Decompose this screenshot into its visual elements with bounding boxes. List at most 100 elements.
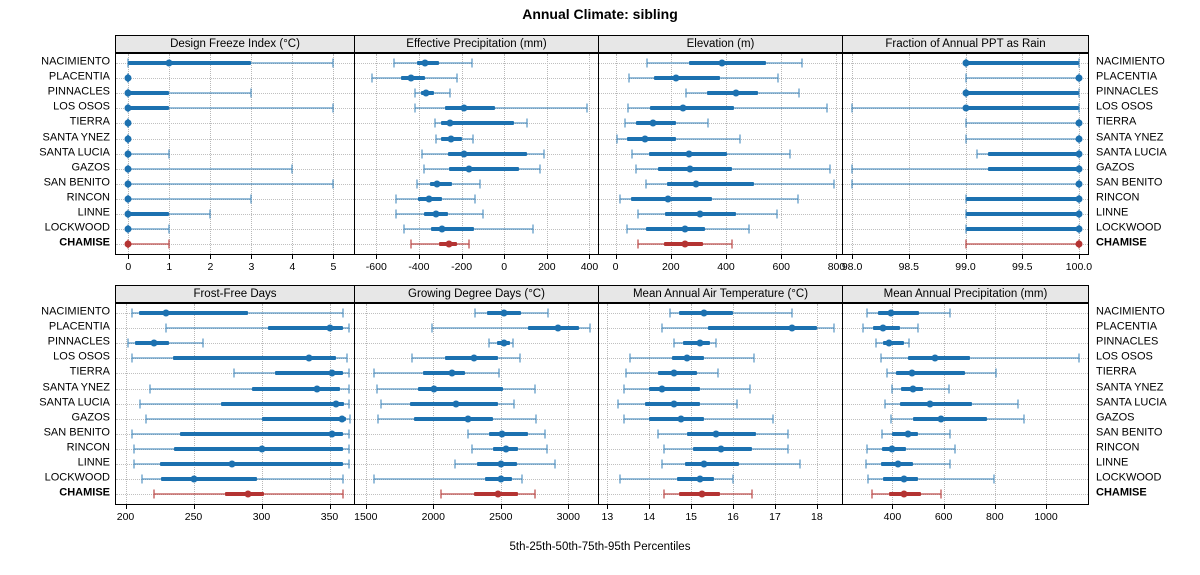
median-dot [244,490,252,498]
whisker-cap-95th [209,209,212,219]
whisker-cap-95th [347,384,350,393]
axis-tick-label: 300 [252,511,271,523]
station-label-right-lockwood: LOCKWOOD [1096,221,1162,234]
axis-tick-label: 16 [727,511,739,523]
whisker-cap-95th [544,429,547,439]
whisker-cap-5th [371,73,374,83]
axis-tick [546,255,548,259]
median-dot [162,309,170,317]
range-25-75 [649,416,704,421]
axis-tick [733,505,735,509]
whisker-cap-5th [131,353,134,363]
station-label-left-linne: LINNE [77,456,110,469]
gridline-horizontal [843,494,1088,496]
range-25-75 [252,386,341,391]
station-label-right-tierra: TIERRA [1096,115,1137,128]
whisker-cap-5th [372,368,375,378]
whisker-cap-95th [250,88,253,98]
panel-header-label: Frost-Free Days [193,288,277,300]
whisker-cap-5th [673,338,676,348]
whisker-cap-95th [525,118,528,128]
whisker-cap-5th [881,429,884,439]
whisker-cap-95th [456,73,459,83]
station-label-right-los-osos: LOS OSOS [1096,350,1153,363]
whisker-cap-95th [481,209,484,219]
range-25-75 [965,91,1079,96]
whisker-cap-95th [798,88,801,98]
gridline-horizontal [355,328,598,330]
whisker-cap-5th [886,368,889,378]
median-dot [124,89,132,97]
axis-tick-label: 350 [320,511,339,523]
axis-tick-label: 250 [184,511,203,523]
median-dot [445,240,453,248]
axis-tick-label: 18 [811,511,823,523]
axis-tick [433,505,435,509]
whisker-cap-5th [132,444,135,454]
station-label-left-santa-ynez: SANTA YNEZ [42,381,110,393]
whisker-cap-5th [851,164,854,174]
range-25-75 [476,462,517,466]
median-dot [124,240,132,248]
whisker-cap-95th [346,353,349,363]
panel-header-label: Growing Degree Days (°C) [408,288,545,300]
median-dot [717,445,724,453]
whisker-cap-95th [586,103,589,113]
median-dot [497,475,505,483]
whisker-cap-5th [867,474,870,484]
whisker-cap-5th [662,489,665,499]
median-dot [1075,150,1083,158]
axis-tick-label: 3000 [556,511,580,523]
axis-tick [504,255,506,259]
panel-header-label: Mean Annual Air Temperature (°C) [632,288,809,300]
whisker-cap-5th [874,338,877,348]
whisker-cap-5th [631,149,634,159]
median-dot [407,74,415,82]
whisker-cap-5th [891,384,894,393]
panel-header-label: Elevation (m) [686,38,755,50]
range-25-75 [965,61,1079,65]
gridline-horizontal [843,168,1088,170]
whisker-cap-95th [949,308,951,318]
whisker-cap-5th [618,194,621,204]
gridline-horizontal [116,328,354,330]
station-label-right-nacimiento: NACIMIENTO [1096,55,1165,68]
whisker-cap-5th [467,429,470,439]
axis-tick-label: 15 [685,511,698,523]
axis-caption: 5th-25th-50th-75th-95th Percentiles [509,541,691,553]
station-label-right-santa-ynez: SANTA YNEZ [1096,131,1164,143]
gridline-horizontal [843,388,1088,390]
station-label-left-tierra: TIERRA [69,365,110,378]
axis-tick [333,255,335,259]
gridline-horizontal [355,244,598,246]
gridline-horizontal [599,403,842,405]
median-dot [446,119,454,127]
range-25-75 [707,326,817,331]
station-label-right-pinnacles: PINNACLES [1096,335,1159,348]
median-dot [712,430,720,438]
axis-tick-label: 200 [116,511,135,523]
whisker-cap-5th [615,134,618,143]
range-25-75 [965,227,1079,232]
whisker-cap-95th [534,384,537,393]
gridline-horizontal [355,448,598,450]
whisker-cap-95th [342,489,345,499]
whisker-cap-95th [738,134,741,143]
range-25-75 [626,136,677,141]
axis-tick-label: 17 [769,511,781,523]
gridline-horizontal [843,433,1088,435]
axis-tick-label: 99.5 [1011,261,1033,273]
range-5-95 [128,228,170,231]
axis-tick [943,505,945,509]
axis-tick-label: 1 [166,261,173,273]
range-25-75 [220,401,345,406]
station-label-left-nacimiento: NACIMIENTO [41,55,110,68]
median-dot [681,240,689,248]
median-dot [649,119,657,127]
axis-tick-label: 4 [289,261,296,273]
whisker-cap-5th [964,239,967,249]
axis-tick [1046,505,1047,509]
whisker-cap-95th [448,88,451,98]
station-label-left-gazos: GAZOS [71,161,110,174]
gridline-horizontal [843,448,1088,450]
